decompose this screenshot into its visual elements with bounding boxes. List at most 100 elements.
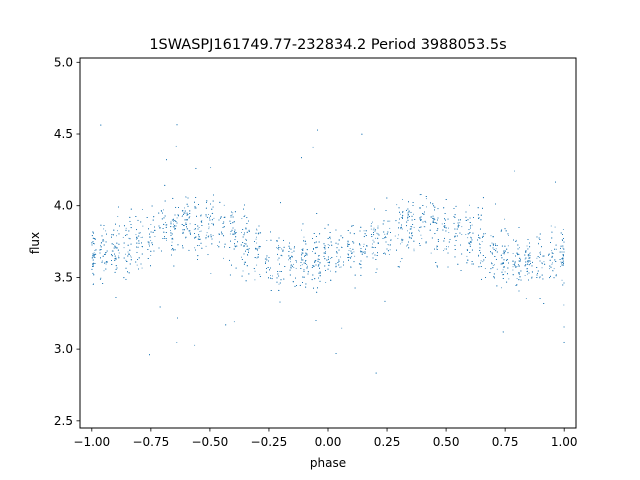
data-point	[372, 239, 374, 241]
data-point	[100, 244, 101, 246]
data-point	[270, 231, 271, 233]
data-point	[318, 264, 320, 266]
data-point	[229, 220, 231, 222]
data-point	[259, 274, 261, 275]
data-point	[331, 244, 333, 246]
data-point	[248, 248, 250, 250]
data-point	[457, 222, 459, 224]
data-point	[445, 199, 447, 200]
data-point	[245, 250, 246, 252]
data-point	[130, 224, 132, 225]
data-point	[136, 238, 137, 240]
data-point	[371, 223, 372, 225]
data-point	[163, 231, 165, 233]
data-point	[171, 237, 173, 239]
data-point	[198, 236, 200, 238]
data-point	[293, 266, 295, 268]
data-point	[458, 224, 459, 226]
data-point	[152, 231, 154, 233]
data-point	[518, 279, 520, 281]
data-point	[128, 253, 130, 255]
data-point	[243, 208, 244, 210]
data-point	[425, 241, 427, 243]
data-point	[246, 245, 248, 247]
data-point	[495, 250, 497, 252]
data-point	[465, 234, 467, 235]
data-point	[559, 259, 561, 260]
data-point	[419, 207, 421, 209]
data-point	[176, 222, 178, 224]
data-point	[205, 238, 207, 240]
data-point	[315, 247, 317, 248]
data-point	[312, 146, 314, 148]
data-point	[118, 206, 119, 208]
data-point	[255, 248, 257, 250]
data-point	[149, 354, 150, 356]
data-point	[531, 277, 533, 279]
data-point	[508, 278, 510, 280]
data-point	[540, 251, 541, 253]
data-point	[390, 239, 392, 241]
data-point	[460, 219, 461, 221]
data-point	[375, 372, 377, 374]
data-point	[141, 267, 143, 269]
data-point	[318, 255, 319, 257]
data-point	[210, 236, 212, 238]
data-point	[176, 342, 178, 343]
data-point	[218, 241, 220, 243]
data-point	[553, 268, 555, 270]
data-point	[259, 276, 261, 277]
data-point	[443, 250, 445, 252]
data-point	[516, 278, 518, 280]
data-point	[198, 204, 199, 205]
data-point	[115, 223, 116, 225]
data-point	[419, 226, 421, 228]
data-point	[410, 228, 412, 230]
data-point	[506, 281, 508, 283]
data-point	[224, 216, 226, 218]
data-point	[371, 236, 373, 238]
data-point	[210, 234, 212, 236]
data-point	[301, 157, 302, 159]
data-point	[293, 263, 294, 265]
data-point	[258, 247, 260, 249]
data-point	[92, 231, 94, 233]
data-point	[163, 238, 165, 239]
data-point	[331, 257, 333, 258]
data-point	[347, 257, 349, 258]
data-point	[164, 215, 166, 217]
data-point	[407, 216, 409, 218]
data-point	[106, 233, 107, 235]
data-point	[398, 222, 400, 224]
data-point	[100, 124, 102, 126]
data-point	[301, 248, 303, 250]
data-point	[268, 257, 270, 259]
data-point	[555, 244, 557, 246]
data-point	[360, 248, 362, 250]
data-point	[433, 221, 435, 223]
data-point	[291, 256, 293, 258]
data-point	[548, 254, 549, 256]
data-point	[536, 257, 538, 259]
data-point	[223, 235, 225, 237]
data-point	[340, 256, 341, 258]
data-point	[407, 230, 408, 232]
data-point	[200, 221, 202, 222]
data-point	[555, 181, 556, 183]
data-point	[541, 246, 542, 248]
data-point	[103, 225, 105, 226]
data-point	[377, 237, 379, 239]
data-point	[327, 258, 329, 260]
data-point	[502, 278, 504, 279]
data-point	[371, 234, 372, 235]
data-point	[437, 228, 439, 230]
data-point	[483, 233, 485, 235]
data-point	[232, 222, 234, 224]
data-point	[281, 248, 283, 250]
data-point	[374, 247, 376, 248]
data-point	[479, 237, 481, 239]
data-point	[245, 261, 246, 263]
data-point	[518, 272, 520, 273]
data-point	[373, 234, 375, 236]
data-point	[233, 221, 235, 223]
